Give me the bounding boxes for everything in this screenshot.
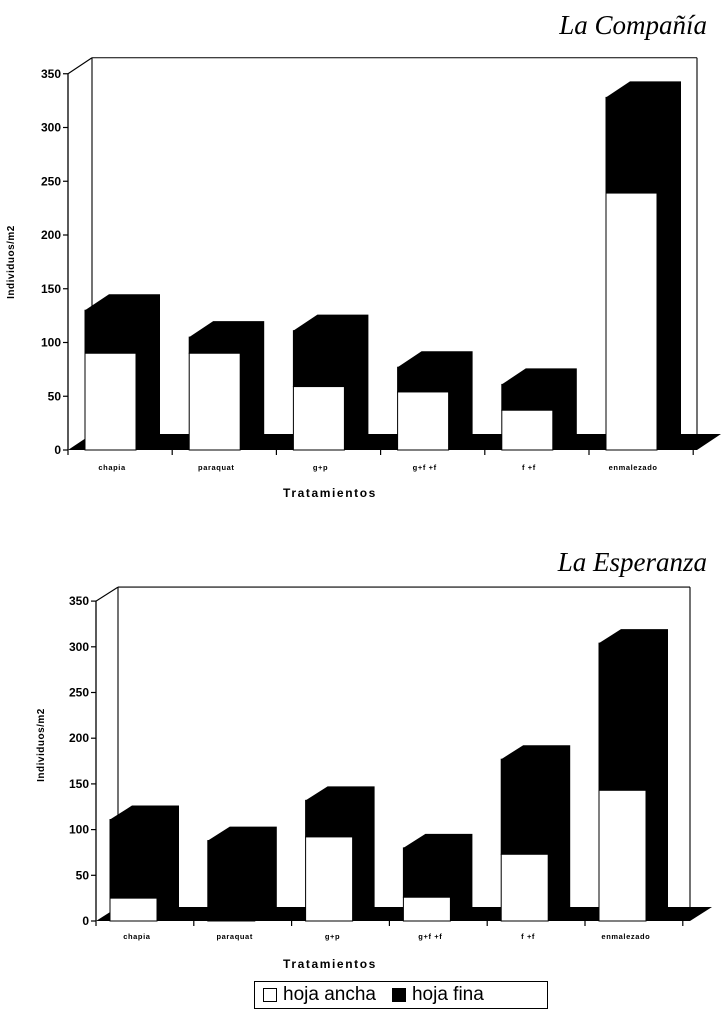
- y-tick-label: 200: [41, 228, 61, 242]
- bar-hoja-fina: [605, 96, 658, 194]
- bar-hoja-ancha: [397, 391, 450, 451]
- plot-area: 0 50 100 150 200 250 300 350 chapia paraquat g+p g+…: [36, 586, 712, 971]
- bar-hoja-fina: [402, 847, 451, 898]
- legend-label: hoja ancha: [283, 984, 376, 1005]
- legend: hoja ancha hoja fina: [254, 981, 548, 1009]
- bar-hoja-fina: [305, 799, 354, 838]
- x-tick-label: g+p: [313, 463, 328, 472]
- frame-edge: [95, 586, 119, 602]
- y-tick-label: 50: [76, 868, 90, 882]
- bar-3d-extrusion: [403, 833, 473, 921]
- bar-3d-extrusion: [110, 805, 179, 921]
- bar-hoja-ancha: [598, 789, 647, 922]
- bar-hoja-fina: [397, 366, 450, 393]
- bar-3d-extrusion: [189, 321, 265, 450]
- legend-swatch-white: [263, 988, 277, 1002]
- y-tick-label: 0: [82, 914, 89, 928]
- bar-hoja-ancha: [501, 409, 554, 451]
- x-axis-title: Tratamientos: [283, 957, 377, 971]
- bar-hoja-fina: [84, 309, 137, 354]
- y-tick-label: 250: [41, 174, 61, 188]
- plot-area: 0 50 100 150 200 250 300 350 chapia paraquat g+p g+…: [6, 57, 721, 500]
- bar-hoja-ancha: [109, 897, 158, 922]
- x-tick-label: enmalezado: [609, 463, 658, 472]
- x-tick-label: enmalezado: [601, 932, 650, 941]
- legend-label: hoja fina: [411, 984, 484, 1005]
- x-tick-label: f +f: [522, 463, 536, 472]
- bar-3d-extrusion: [606, 81, 681, 451]
- bar-3d-extrusion: [501, 745, 571, 921]
- y-tick-label: 0: [54, 443, 61, 457]
- bar-hoja-fina: [501, 383, 554, 411]
- legend-item-hoja-fina: hoja fina: [391, 984, 484, 1006]
- x-tick-label: g+p: [325, 932, 340, 941]
- y-tick-label: 100: [69, 823, 89, 837]
- chart-title: La Esperanza: [557, 547, 707, 577]
- y-tick-label: 100: [41, 336, 61, 350]
- chart-la-esperanza: La Esperanza 0 50 100 150 200 250 300 350 chapia…: [0, 535, 721, 981]
- y-tick-label: 300: [41, 121, 61, 135]
- bar-3d-extrusion: [293, 314, 369, 450]
- bar-hoja-fina: [109, 819, 158, 899]
- bar-hoja-ancha: [292, 386, 345, 451]
- bar-hoja-fina: [500, 758, 549, 855]
- bar-hoja-ancha: [500, 853, 549, 922]
- bar-hoja-fina: [598, 642, 647, 791]
- bar-hoja-fina: [292, 330, 345, 388]
- y-tick-label: 300: [69, 640, 89, 654]
- frame-edge: [67, 57, 93, 75]
- legend-swatch-black: [391, 988, 406, 1002]
- bar-3d-extrusion: [85, 294, 160, 450]
- bar-hoja-ancha: [188, 352, 241, 451]
- bar-3d-extrusion: [305, 786, 375, 921]
- bar-3d-extrusion: [501, 368, 577, 450]
- x-tick-label: paraquat: [198, 463, 234, 472]
- y-tick-label: 150: [69, 777, 89, 791]
- x-axis-title: Tratamientos: [283, 486, 377, 500]
- bar-hoja-ancha: [605, 192, 658, 451]
- y-tick-label: 350: [41, 67, 61, 81]
- x-tick-label: f +f: [521, 932, 535, 941]
- y-tick-label: 250: [69, 686, 89, 700]
- x-tick-label: paraquat: [216, 932, 252, 941]
- bar-3d-extrusion: [599, 629, 668, 921]
- bar-hoja-ancha: [402, 896, 451, 922]
- bar-3d-extrusion: [397, 351, 473, 450]
- bar-hoja-fina: [207, 840, 256, 922]
- x-tick-label: g+f +f: [418, 932, 442, 941]
- x-tick-label: g+f +f: [413, 463, 437, 472]
- y-tick-label: 50: [48, 389, 62, 403]
- legend-item-hoja-ancha: hoja ancha: [263, 984, 376, 1006]
- axes: [63, 57, 698, 455]
- y-tick-label: 150: [41, 282, 61, 296]
- bar-3d-extrusion: [207, 826, 277, 921]
- y-axis-title: Individuos/m2: [36, 708, 47, 782]
- chart-la-compania: La Compañía 0 50 100 150 200 250 300 350 chapia p…: [6, 10, 721, 500]
- x-tick-label: chapia: [123, 932, 151, 941]
- bar-hoja-ancha: [305, 836, 354, 922]
- y-tick-label: 350: [69, 594, 89, 608]
- x-tick-label: chapia: [98, 463, 126, 472]
- y-tick-label: 200: [69, 731, 89, 745]
- bar-hoja-ancha: [84, 352, 137, 451]
- chart-title: La Compañía: [559, 10, 707, 40]
- bar-hoja-fina: [188, 336, 241, 354]
- y-axis-title: Individuos/m2: [6, 225, 17, 299]
